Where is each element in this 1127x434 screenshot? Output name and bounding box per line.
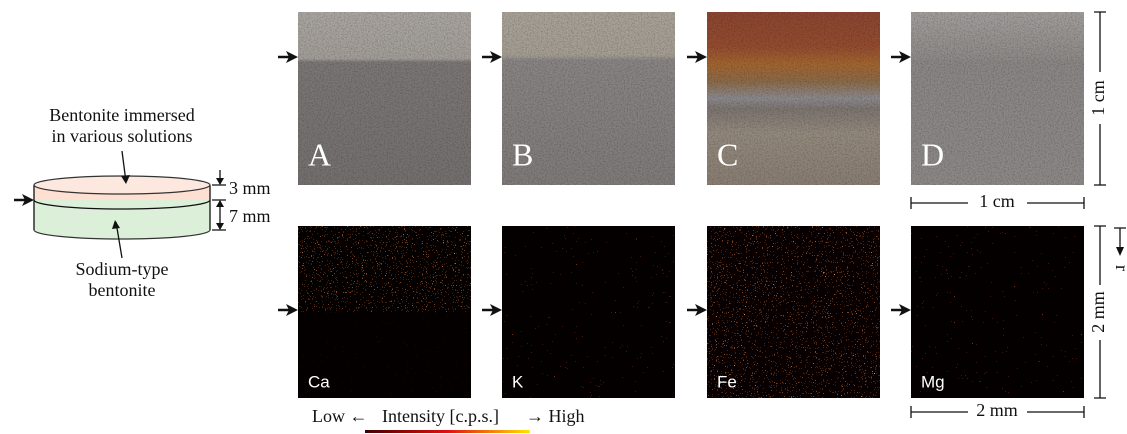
scale-bar bbox=[1094, 225, 1106, 399]
sodium-bentonite-layer bbox=[34, 200, 210, 230]
direction-label: r bbox=[1112, 265, 1127, 271]
texture bbox=[707, 12, 880, 185]
interface-arrow bbox=[276, 302, 300, 318]
map-dots bbox=[707, 226, 880, 398]
panel-label: A bbox=[308, 136, 331, 172]
intensity-legend: Low ← Intensity [c.p.s.] → High bbox=[312, 406, 585, 433]
legend-high: → High bbox=[526, 406, 585, 426]
element-label: Mg bbox=[921, 372, 945, 391]
dimension-arrow bbox=[216, 178, 224, 185]
texture bbox=[502, 12, 675, 185]
diagram-label: Bentonite immersed bbox=[49, 105, 194, 125]
cylinder-top bbox=[33, 175, 211, 195]
color-bar bbox=[365, 430, 530, 433]
scale-label: 1 cm bbox=[979, 191, 1015, 211]
leader-arrow bbox=[121, 175, 130, 184]
dimension-label: 7 mm bbox=[229, 206, 271, 226]
map-dots bbox=[298, 226, 471, 312]
scale-bars: 1 cm 1 cm 2 mm 2 mm r bbox=[910, 11, 1127, 420]
interface-arrow bbox=[276, 49, 300, 65]
interface-arrow bbox=[480, 49, 504, 65]
map-dots bbox=[911, 226, 1084, 398]
scale-bar bbox=[910, 406, 1085, 418]
interface-arrow bbox=[12, 192, 36, 208]
interface-arrow bbox=[685, 302, 709, 318]
dimension-lines bbox=[212, 170, 226, 231]
scale-label: 2 mm bbox=[976, 400, 1018, 420]
scale-label: 1 cm bbox=[1088, 80, 1108, 116]
scale-bar bbox=[910, 197, 1085, 209]
diagram-label: in various solutions bbox=[51, 126, 192, 146]
diagram-label: bentonite bbox=[89, 280, 156, 300]
panel-label: C bbox=[717, 136, 738, 172]
interface-arrow bbox=[889, 302, 913, 318]
photo-row: A B C D bbox=[276, 12, 1084, 185]
dimension-arrow bbox=[216, 200, 224, 207]
element-label: Fe bbox=[717, 372, 737, 391]
element-label: K bbox=[512, 372, 524, 391]
sample-diagram: Bentonite immersed in various solutions … bbox=[12, 105, 271, 300]
scale-label: 2 mm bbox=[1088, 291, 1108, 333]
map-row: Ca K Fe Mg bbox=[276, 226, 1084, 398]
panel-label: D bbox=[921, 136, 944, 172]
dimension-arrow bbox=[216, 223, 224, 230]
interface-arrow bbox=[480, 302, 504, 318]
panel-label: B bbox=[512, 136, 533, 172]
texture bbox=[298, 12, 471, 185]
interface-arrow bbox=[685, 49, 709, 65]
leader-arrow bbox=[112, 220, 120, 229]
legend-low: Low ← bbox=[312, 406, 368, 426]
scale-bar bbox=[1094, 11, 1106, 186]
map-dots bbox=[298, 312, 471, 398]
texture bbox=[911, 12, 1084, 185]
dimension-label: 3 mm bbox=[229, 178, 271, 198]
interface-arrow bbox=[889, 49, 913, 65]
map-dots bbox=[502, 226, 675, 398]
legend-title: Intensity [c.p.s.] bbox=[382, 406, 499, 426]
element-label: Ca bbox=[308, 372, 330, 391]
direction-arrowhead bbox=[1116, 247, 1124, 256]
cylinder-outline bbox=[33, 185, 211, 230]
diagram-label: Sodium-type bbox=[76, 259, 169, 279]
